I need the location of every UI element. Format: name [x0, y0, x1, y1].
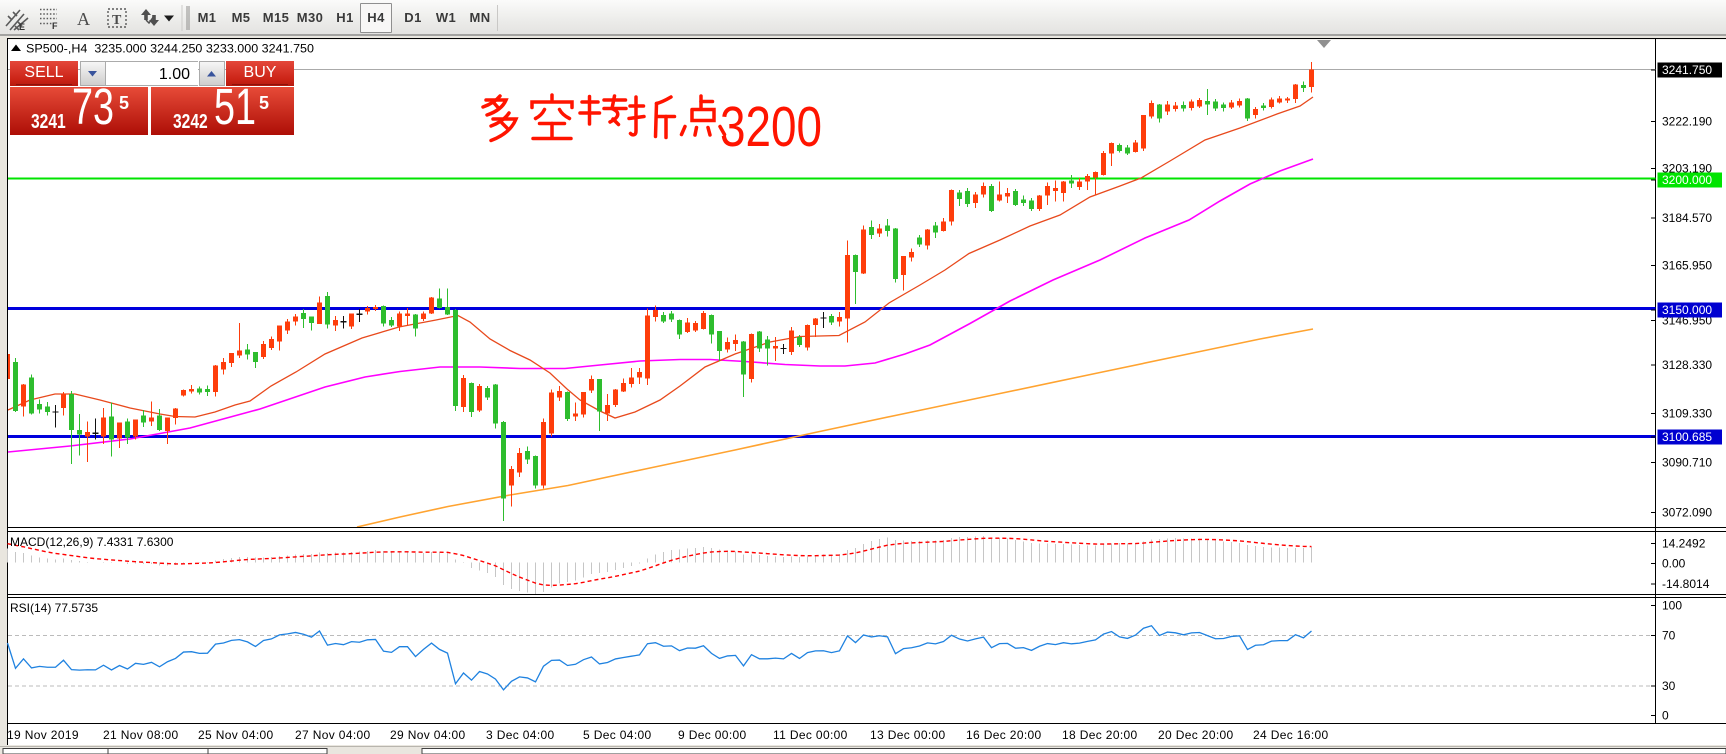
svg-text:F: F	[52, 21, 58, 31]
svg-text:13 Dec 00:00: 13 Dec 00:00	[870, 728, 946, 742]
svg-text:3222.190: 3222.190	[1662, 115, 1712, 129]
svg-text:3090.710: 3090.710	[1662, 456, 1712, 470]
svg-text:-14.8014: -14.8014	[1662, 577, 1710, 591]
svg-text:RSI(14) 77.5735: RSI(14) 77.5735	[10, 601, 98, 615]
svg-text:21 Nov 08:00: 21 Nov 08:00	[103, 728, 179, 742]
svg-text:100: 100	[1662, 599, 1682, 613]
svg-text:27 Nov 04:00: 27 Nov 04:00	[295, 728, 371, 742]
svg-text:25 Nov 04:00: 25 Nov 04:00	[198, 728, 274, 742]
svg-text:3072.090: 3072.090	[1662, 506, 1712, 520]
svg-text:3184.570: 3184.570	[1662, 211, 1712, 225]
svg-text:0.00: 0.00	[1662, 557, 1686, 571]
svg-text:20 Dec 20:00: 20 Dec 20:00	[1158, 728, 1234, 742]
svg-text:3128.330: 3128.330	[1662, 358, 1712, 372]
svg-text:A: A	[77, 9, 90, 29]
svg-text:0: 0	[1662, 709, 1669, 723]
svg-text:3109.330: 3109.330	[1662, 407, 1712, 421]
svg-text:9 Dec 00:00: 9 Dec 00:00	[678, 728, 747, 742]
svg-text:MACD(12,26,9) 7.4331 7.6300: MACD(12,26,9) 7.4331 7.6300	[10, 535, 174, 549]
svg-text:16 Dec 20:00: 16 Dec 20:00	[966, 728, 1042, 742]
svg-text:3200.000: 3200.000	[1662, 173, 1712, 187]
svg-text:19 Nov 2019: 19 Nov 2019	[7, 728, 79, 742]
svg-text:3 Dec 04:00: 3 Dec 04:00	[486, 728, 555, 742]
svg-text:E: E	[19, 22, 25, 32]
svg-text:T: T	[112, 13, 122, 28]
svg-text:3200: 3200	[720, 95, 822, 159]
svg-text:3203.190: 3203.190	[1662, 162, 1712, 176]
svg-text:11 Dec 00:00: 11 Dec 00:00	[773, 728, 848, 742]
svg-text:3241.750: 3241.750	[1662, 63, 1712, 77]
svg-text:3150.000: 3150.000	[1662, 303, 1712, 317]
svg-text:24 Dec 16:00: 24 Dec 16:00	[1253, 728, 1329, 742]
svg-text:18 Dec 20:00: 18 Dec 20:00	[1062, 728, 1138, 742]
svg-text:3100.685: 3100.685	[1662, 430, 1712, 444]
svg-text:29 Nov 04:00: 29 Nov 04:00	[390, 728, 466, 742]
svg-text:14.2492: 14.2492	[1662, 537, 1706, 551]
svg-text:SP500-,H4 3235.000 3244.250 3: SP500-,H4 3235.000 3244.250 3233.000 324…	[26, 42, 314, 56]
svg-text:30: 30	[1662, 679, 1676, 693]
svg-text:3165.950: 3165.950	[1662, 259, 1712, 273]
svg-text:70: 70	[1662, 629, 1676, 643]
svg-text:5 Dec 04:00: 5 Dec 04:00	[583, 728, 652, 742]
